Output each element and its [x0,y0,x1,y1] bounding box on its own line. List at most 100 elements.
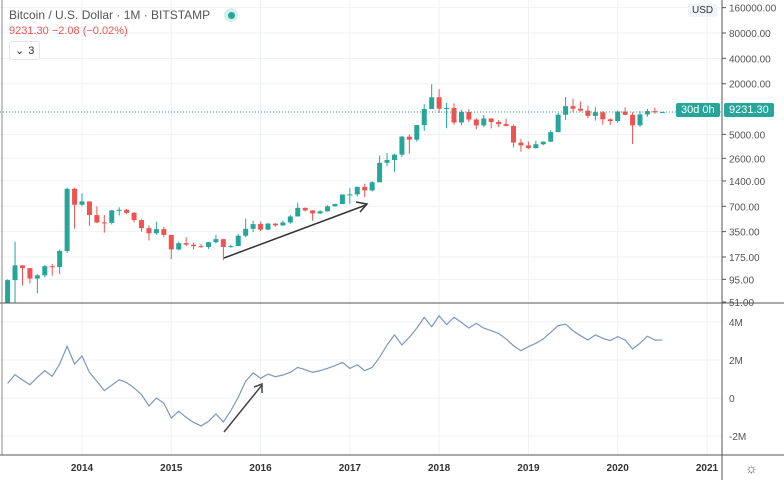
candle-body [577,108,583,111]
chevron-down-icon: ⌄ [15,45,25,57]
candle-body [488,118,494,123]
candle-body [533,144,539,149]
candle-body [280,222,286,226]
candle-body [622,111,628,115]
candle-body [429,97,435,110]
candle-body [250,224,256,229]
candle-body [451,107,457,123]
candle-body [600,112,606,120]
indicator-line [7,314,663,427]
price-tick-label: 1400.00 [729,177,766,188]
candle-body [139,220,145,229]
time-tick-label: 2020 [607,463,630,474]
candle-body [592,112,598,116]
candle-body [287,216,293,223]
indicator-tick-label: -2M [729,432,746,443]
candle-body [19,265,25,269]
candle-body [548,132,554,142]
candle-body [659,111,665,113]
candle-body [570,106,576,109]
countdown-label: 30d 0h [676,103,720,117]
candle-body [414,125,420,140]
candle-body [243,228,249,236]
gear-icon[interactable]: ☼ [745,460,758,476]
candle-body [518,142,524,146]
candle-body [473,119,479,126]
candle-body [481,118,487,126]
candlestick-series [5,84,665,303]
candle-body [615,111,621,122]
candle-body [585,110,591,116]
candle-body [362,186,368,191]
candle-body [637,114,643,126]
candle-body [421,109,427,126]
candle-body [317,211,323,214]
time-tick-label: 2019 [517,463,540,474]
time-tick-label: 2017 [339,463,362,474]
last-price-label: 9231.30 [724,103,774,117]
candle-body [391,154,397,161]
candle-body [101,222,107,224]
trend-arrow-indicator[interactable] [223,382,263,433]
candle-body [302,207,308,211]
indicator-tick-label: 0 [729,394,735,405]
candle-body [34,275,40,279]
grid [0,0,722,455]
candle-body [540,141,546,145]
price-tick-label: 160000.00 [729,4,777,15]
candle-body [295,207,301,217]
candle-body [444,107,450,109]
candle-body [72,188,78,205]
trend-arrow-price[interactable] [223,201,369,259]
candle-body [644,111,650,115]
indicators-toggle-button[interactable]: ⌄ 3 [9,41,41,60]
candle-body [116,209,122,211]
candle-body [369,182,375,191]
indicator-count: 3 [28,44,35,57]
axes[interactable]: 160000.00 80000.00 40000.00 20000.00 5000.00… [71,4,777,474]
candle-body [555,114,561,133]
candle-body [183,243,189,245]
symbol-title[interactable]: Bitcoin / U.S. Dollar · 1M · BITSTAMP [9,8,211,22]
candle-body [347,194,353,196]
price-tick-label: 80000.00 [729,29,771,40]
candle-body [109,210,115,223]
candle-body [153,229,159,234]
candle-body [228,246,234,248]
candle-body [466,111,472,120]
candle-body [272,223,278,226]
price-tick-label: 40000.00 [729,54,771,65]
price-tick-label: 95.00 [729,275,754,286]
candle-body [5,280,11,303]
candle-body [525,145,531,149]
candle-body [354,186,360,195]
candle-body [399,136,405,155]
candle-body [607,119,613,122]
candle-body [12,265,18,281]
candle-body [191,244,197,247]
candle-body [168,234,174,250]
candle-body [94,215,100,223]
candle-body [146,228,152,234]
chart-legend: Bitcoin / U.S. Dollar · 1M · BITSTAMP 92… [9,8,239,60]
candle-body [265,223,271,230]
candle-body [161,229,167,235]
candle-body [64,188,70,252]
time-tick-label: 2014 [71,463,94,474]
price-tick-label: 51.00 [729,298,754,309]
candle-body [332,204,338,207]
candle-body [339,194,345,205]
candle-body [503,124,509,126]
candle-body [511,125,517,143]
currency-label[interactable]: USD [688,4,718,17]
candle-body [220,239,226,247]
candle-body [49,266,55,268]
time-tick-label: 2021 [696,463,719,474]
time-tick-label: 2015 [160,463,183,474]
candle-body [176,243,182,250]
candle-body [310,210,316,214]
candle-body [27,268,33,279]
candle-body [496,122,502,125]
candle-body [325,206,331,212]
